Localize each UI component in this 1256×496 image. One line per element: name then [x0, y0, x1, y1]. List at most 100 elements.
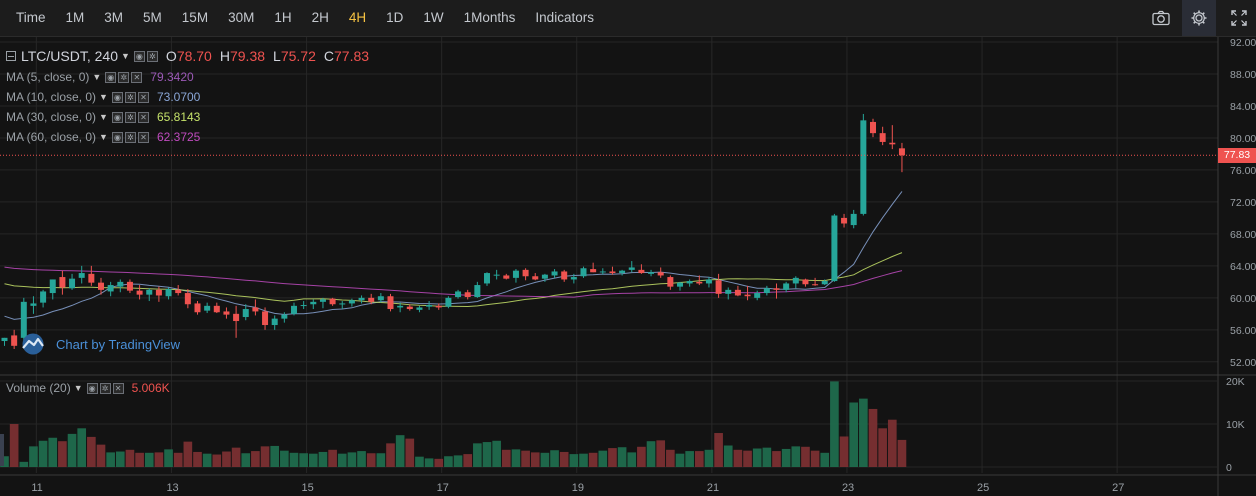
volume-bar [830, 381, 839, 467]
settings-icon[interactable]: ✲ [124, 91, 136, 103]
indicator-name[interactable]: MA (30, close, 0) [6, 110, 97, 124]
volume-bar [202, 453, 212, 467]
y-tick-label: 72.00 [1230, 197, 1256, 209]
indicator-name[interactable]: MA (10, close, 0) [6, 90, 97, 104]
eye-icon[interactable]: ◉ [111, 111, 123, 123]
chevron-down-icon[interactable]: ▼ [121, 51, 130, 61]
interval-1m[interactable]: 1M [65, 10, 85, 25]
volume-bar [415, 456, 424, 467]
gear-icon[interactable] [1182, 0, 1216, 36]
settings-icon[interactable]: ✲ [118, 71, 130, 83]
close-icon[interactable]: ✕ [137, 131, 149, 143]
interval-1h[interactable]: 1H [274, 10, 292, 25]
volume-bar [791, 446, 801, 467]
volume-label: Volume (20) [6, 381, 71, 395]
volume-bar [540, 452, 550, 467]
tradingview-watermark[interactable]: Chart by TradingView [18, 333, 180, 355]
candle-body [223, 311, 230, 315]
interval-1w[interactable]: 1W [423, 10, 444, 25]
close-icon[interactable]: ✕ [137, 111, 149, 123]
interval-2h[interactable]: 2H [311, 10, 329, 25]
volume-bar [106, 452, 115, 467]
candle-body [88, 273, 95, 283]
candle-body [300, 305, 307, 307]
volume-bar [608, 448, 617, 467]
scroll-handle [0, 434, 4, 466]
eye-icon[interactable]: ◉ [111, 91, 123, 103]
interval-4h[interactable]: 4H [348, 10, 367, 25]
volume-bar [897, 439, 907, 467]
volume-bar [366, 453, 376, 467]
candle-body [734, 289, 741, 296]
chevron-down-icon[interactable]: ▼ [99, 92, 108, 102]
x-tick-label: 19 [572, 482, 584, 494]
camera-icon[interactable] [1144, 0, 1178, 36]
interval-time[interactable]: Time [16, 10, 46, 25]
settings-icon[interactable]: ✲ [146, 50, 158, 62]
x-tick-label: 27 [1112, 482, 1124, 494]
candle-body [648, 272, 655, 274]
candle-body [348, 300, 355, 304]
volume-bar [511, 449, 521, 467]
chevron-down-icon[interactable]: ▼ [99, 112, 108, 122]
interval-5m[interactable]: 5M [143, 10, 162, 25]
chevron-down-icon[interactable]: ▼ [73, 383, 83, 393]
volume-bar [637, 446, 646, 467]
eye-icon[interactable]: ◉ [105, 71, 117, 83]
candle-body [213, 305, 220, 313]
candle-body [242, 309, 249, 318]
price-chart[interactable]: 52.00 56.00 60.00 64.00 68.00 72.00 76.00 80.00… [0, 37, 1256, 496]
indicator-value: 65.8143 [156, 110, 201, 124]
candle-body [59, 277, 66, 288]
chevron-down-icon[interactable]: ▼ [92, 72, 102, 82]
interval-1months[interactable]: 1Months [463, 10, 516, 25]
y-tick-label: 56.00 [1230, 325, 1256, 337]
indicator-name[interactable]: MA (60, close, 0) [6, 130, 97, 144]
volume-bar [733, 449, 743, 467]
interval-30m[interactable]: 30M [228, 10, 255, 25]
interval-3m[interactable]: 3M [104, 10, 124, 25]
candle-body [619, 270, 626, 274]
candle-body [146, 289, 153, 295]
candle-body [657, 272, 664, 276]
candle-body [686, 281, 693, 284]
volume-bar [183, 441, 193, 467]
interval-indicators[interactable]: Indicators [535, 10, 594, 25]
y-tick-label: 60.00 [1230, 293, 1256, 305]
volume-bar [694, 451, 704, 467]
volume-bar [270, 445, 280, 467]
chevron-down-icon[interactable]: ▼ [99, 132, 108, 142]
volume-bar [308, 453, 318, 467]
close-icon[interactable]: ✕ [112, 382, 124, 394]
interval-15m[interactable]: 15M [181, 10, 209, 25]
candle-body [551, 271, 558, 276]
eye-icon[interactable]: ◉ [86, 382, 98, 394]
volume-bar [781, 448, 791, 467]
candle-body [310, 301, 317, 305]
interval-1d[interactable]: 1D [386, 10, 404, 25]
fullscreen-icon[interactable] [1222, 0, 1256, 36]
eye-icon[interactable]: ◉ [133, 50, 145, 62]
candle-body [155, 289, 162, 296]
collapse-icon[interactable] [6, 51, 16, 61]
close-icon[interactable]: ✕ [131, 71, 143, 83]
ohlc-value: 79.38 [229, 48, 266, 64]
eye-icon[interactable]: ◉ [111, 131, 123, 143]
settings-icon[interactable]: ✲ [124, 111, 136, 123]
indicator-name[interactable]: MA (5, close, 0) [6, 70, 90, 84]
candle-body [435, 305, 442, 308]
settings-icon[interactable]: ✲ [99, 382, 111, 394]
volume-bar [887, 419, 897, 467]
volume-bar [222, 451, 231, 467]
close-icon[interactable]: ✕ [137, 91, 149, 103]
symbol-title[interactable]: LTC/USDT, 240 [21, 48, 118, 64]
symbol-legend: LTC/USDT, 240 ▼ ◉ ✲ O78.70 H79.38 L75.72 C7… [6, 47, 377, 65]
candle-body [175, 289, 182, 294]
volume-bar [38, 440, 48, 467]
settings-icon[interactable]: ✲ [124, 131, 136, 143]
candle-body [831, 215, 838, 282]
indicator-legend: MA (10, close, 0) ▼ ◉ ✲ ✕ 73.0700 [6, 88, 200, 106]
volume-bar [376, 453, 386, 467]
ohlc-key: C [323, 48, 334, 64]
volume-bar [859, 398, 868, 467]
